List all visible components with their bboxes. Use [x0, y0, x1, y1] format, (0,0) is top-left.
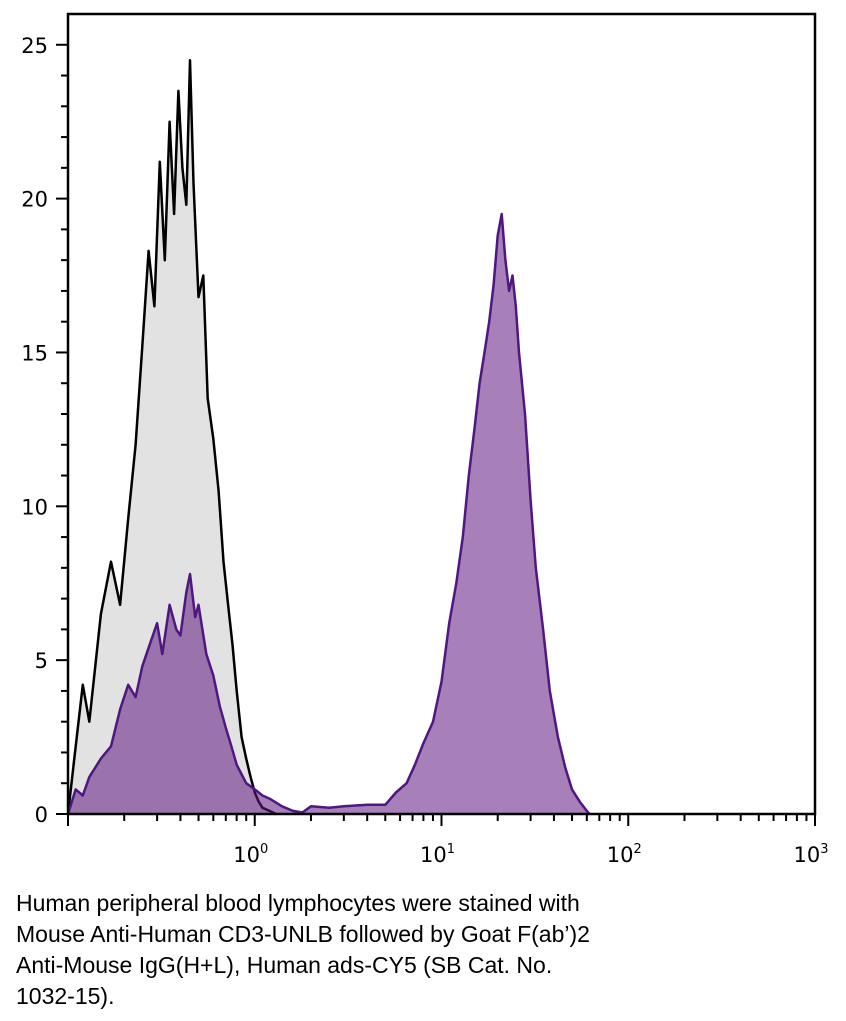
caption-line: Mouse Anti-Human CD3-UNLB followed by Go…	[16, 921, 590, 947]
x-tick-label: 100	[233, 842, 268, 867]
control-histogram-outline	[66, 58, 277, 816]
caption-line: Anti-Mouse IgG(H+L), Human ads-CY5 (SB C…	[16, 952, 553, 978]
y-tick-label: 25	[21, 34, 48, 58]
x-tick-label: 102	[607, 842, 642, 867]
caption-line: 1032-15).	[16, 983, 115, 1009]
x-tick-label: 103	[793, 842, 828, 867]
histogram-chart: 0 5 10 15 20 25 100 101 102 103	[21, 12, 829, 867]
caption-line: Human peripheral blood lymphocytes were …	[16, 890, 580, 916]
y-tick-label: 20	[21, 188, 48, 212]
y-tick-label: 5	[35, 649, 48, 673]
stained-histogram-outline	[66, 212, 591, 815]
y-axis: 0 5 10 15 20 25	[21, 34, 68, 827]
y-tick-label: 15	[21, 341, 48, 365]
figure-caption: Human peripheral blood lymphocytes were …	[16, 888, 776, 1012]
x-tick-label: 101	[420, 842, 455, 867]
plot-area	[66, 58, 591, 816]
y-tick-label: 10	[21, 495, 48, 519]
x-axis: 100 101 102 103	[67, 814, 829, 867]
control-histogram-area	[68, 60, 276, 814]
y-tick-label: 0	[35, 803, 48, 827]
stained-histogram-area	[68, 214, 590, 814]
